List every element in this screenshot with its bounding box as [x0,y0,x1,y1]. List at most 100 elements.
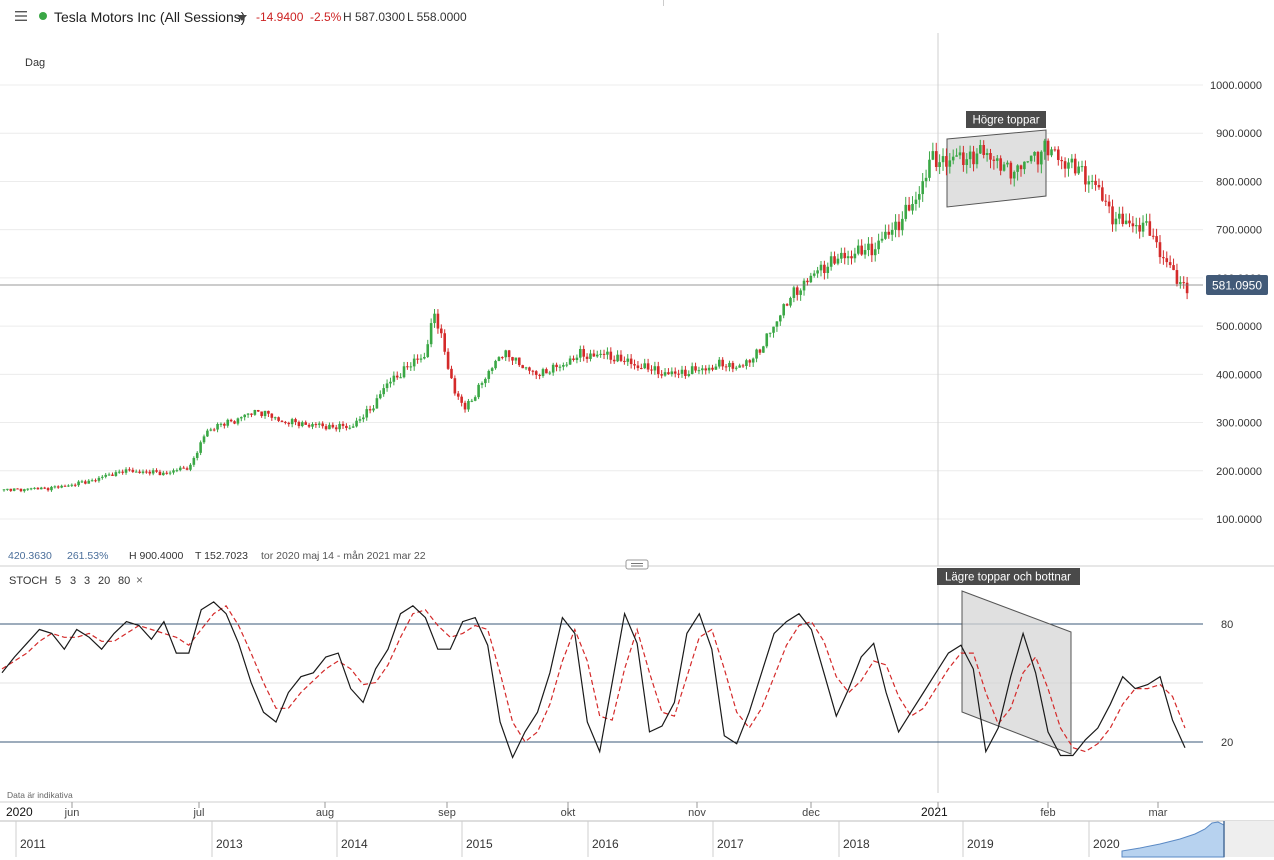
interval-label: Dag [25,57,45,69]
candle-body [199,442,202,453]
candle-body [748,360,752,363]
candle-body [846,256,850,259]
candle-body [992,159,996,161]
candle-body [19,488,23,492]
lower-highs-lows-channel [961,590,1072,755]
chart-canvas[interactable]: Dag 100.0000 200.0000 300.0000 400.0000 500.… [0,33,1274,860]
candle-body [226,419,230,426]
price-tick-label: 300.0000 [1216,418,1262,430]
candle-body [816,270,819,274]
candle-body [368,409,372,411]
candle-body [1050,149,1053,156]
candle-body [612,359,616,362]
candle-body [907,204,911,211]
candle-body [751,358,755,363]
candle-body [721,359,724,367]
candle-body [1056,149,1060,160]
candle-body [429,323,433,345]
candle-body [880,238,884,241]
candle-body [582,349,585,357]
candle-body [1002,164,1006,171]
candle-body [616,354,619,362]
candle-body [365,409,369,418]
candle-body [290,419,294,425]
candle-body [185,468,189,470]
candle-body [640,368,643,370]
price-tick-label: 100.0000 [1216,514,1262,526]
candle-body [84,481,87,484]
candle-body [209,429,213,431]
candle-body [497,357,501,361]
candle-body [104,474,107,477]
candle-body [145,471,148,473]
candle-body [63,485,67,487]
candle-body [914,199,918,204]
navigator-year-label: 2015 [466,837,493,851]
candle-body [843,252,847,259]
instrument-title[interactable]: Tesla Motors Inc (All Sessions) [54,9,246,25]
month-label: sep [438,807,456,819]
candle-body [670,371,674,375]
candle-body [477,384,480,398]
candle-body [799,290,802,295]
candle-body [1016,165,1019,172]
candle-body [178,467,182,471]
candle-body [995,158,999,161]
candle-body [1168,262,1172,266]
candle-body [412,358,416,367]
candle-body [918,194,921,200]
candle-body [494,360,497,369]
candle-body [802,280,806,291]
candle-body [240,417,243,419]
candle-body [792,287,796,298]
candle-body [663,372,667,376]
price-change: -14.9400 [256,10,304,24]
candle-body [928,159,931,178]
candle-body [626,358,630,362]
candle-body [399,377,402,379]
panel-resize-handle[interactable] [625,559,649,570]
candle-body [677,373,680,375]
chevron-down-icon[interactable] [237,15,247,21]
candle-body [29,488,33,490]
candle-body [378,394,382,399]
candle-body [931,151,935,160]
candle-body [724,366,728,368]
candle-body [470,400,474,402]
candle-body [711,367,714,370]
candle-body [507,350,511,358]
candle-body [528,367,531,371]
candle-body [734,367,738,369]
candle-body [389,381,392,384]
candle-body [701,368,704,371]
candle-body [904,204,908,219]
candle-body [304,422,308,425]
month-label: jul [192,807,204,819]
candle-body [1023,161,1026,170]
candle-body [280,420,284,422]
candle-body [77,481,80,486]
stat-change-percent: 261.53% [67,550,108,562]
candle-body [436,313,440,329]
candle-body [656,366,660,375]
candle-body [338,423,341,430]
candle-body [324,426,328,430]
candle-body [307,424,311,427]
close-indicator-icon[interactable]: × [136,573,143,587]
candle-body [16,488,19,490]
candle-body [606,351,609,355]
navigator[interactable]: 2011 2013 2014 2015 2016 2017 2018 2019 2020 [0,820,1274,858]
hamburger-menu-icon[interactable] [15,10,27,22]
candle-body [938,162,941,167]
candle-body [911,203,914,211]
candle-body [941,156,945,163]
candle-body [1084,166,1087,185]
navigator-year-label: 2019 [967,837,994,851]
candle-body [826,266,830,274]
candle-body [568,358,572,365]
candle-body [1179,282,1182,284]
candle-body [531,370,535,372]
chart-header: Tesla Motors Inc (All Sessions) -14.9400… [0,0,1274,34]
candle-body [440,328,443,334]
candle-body [633,364,636,366]
